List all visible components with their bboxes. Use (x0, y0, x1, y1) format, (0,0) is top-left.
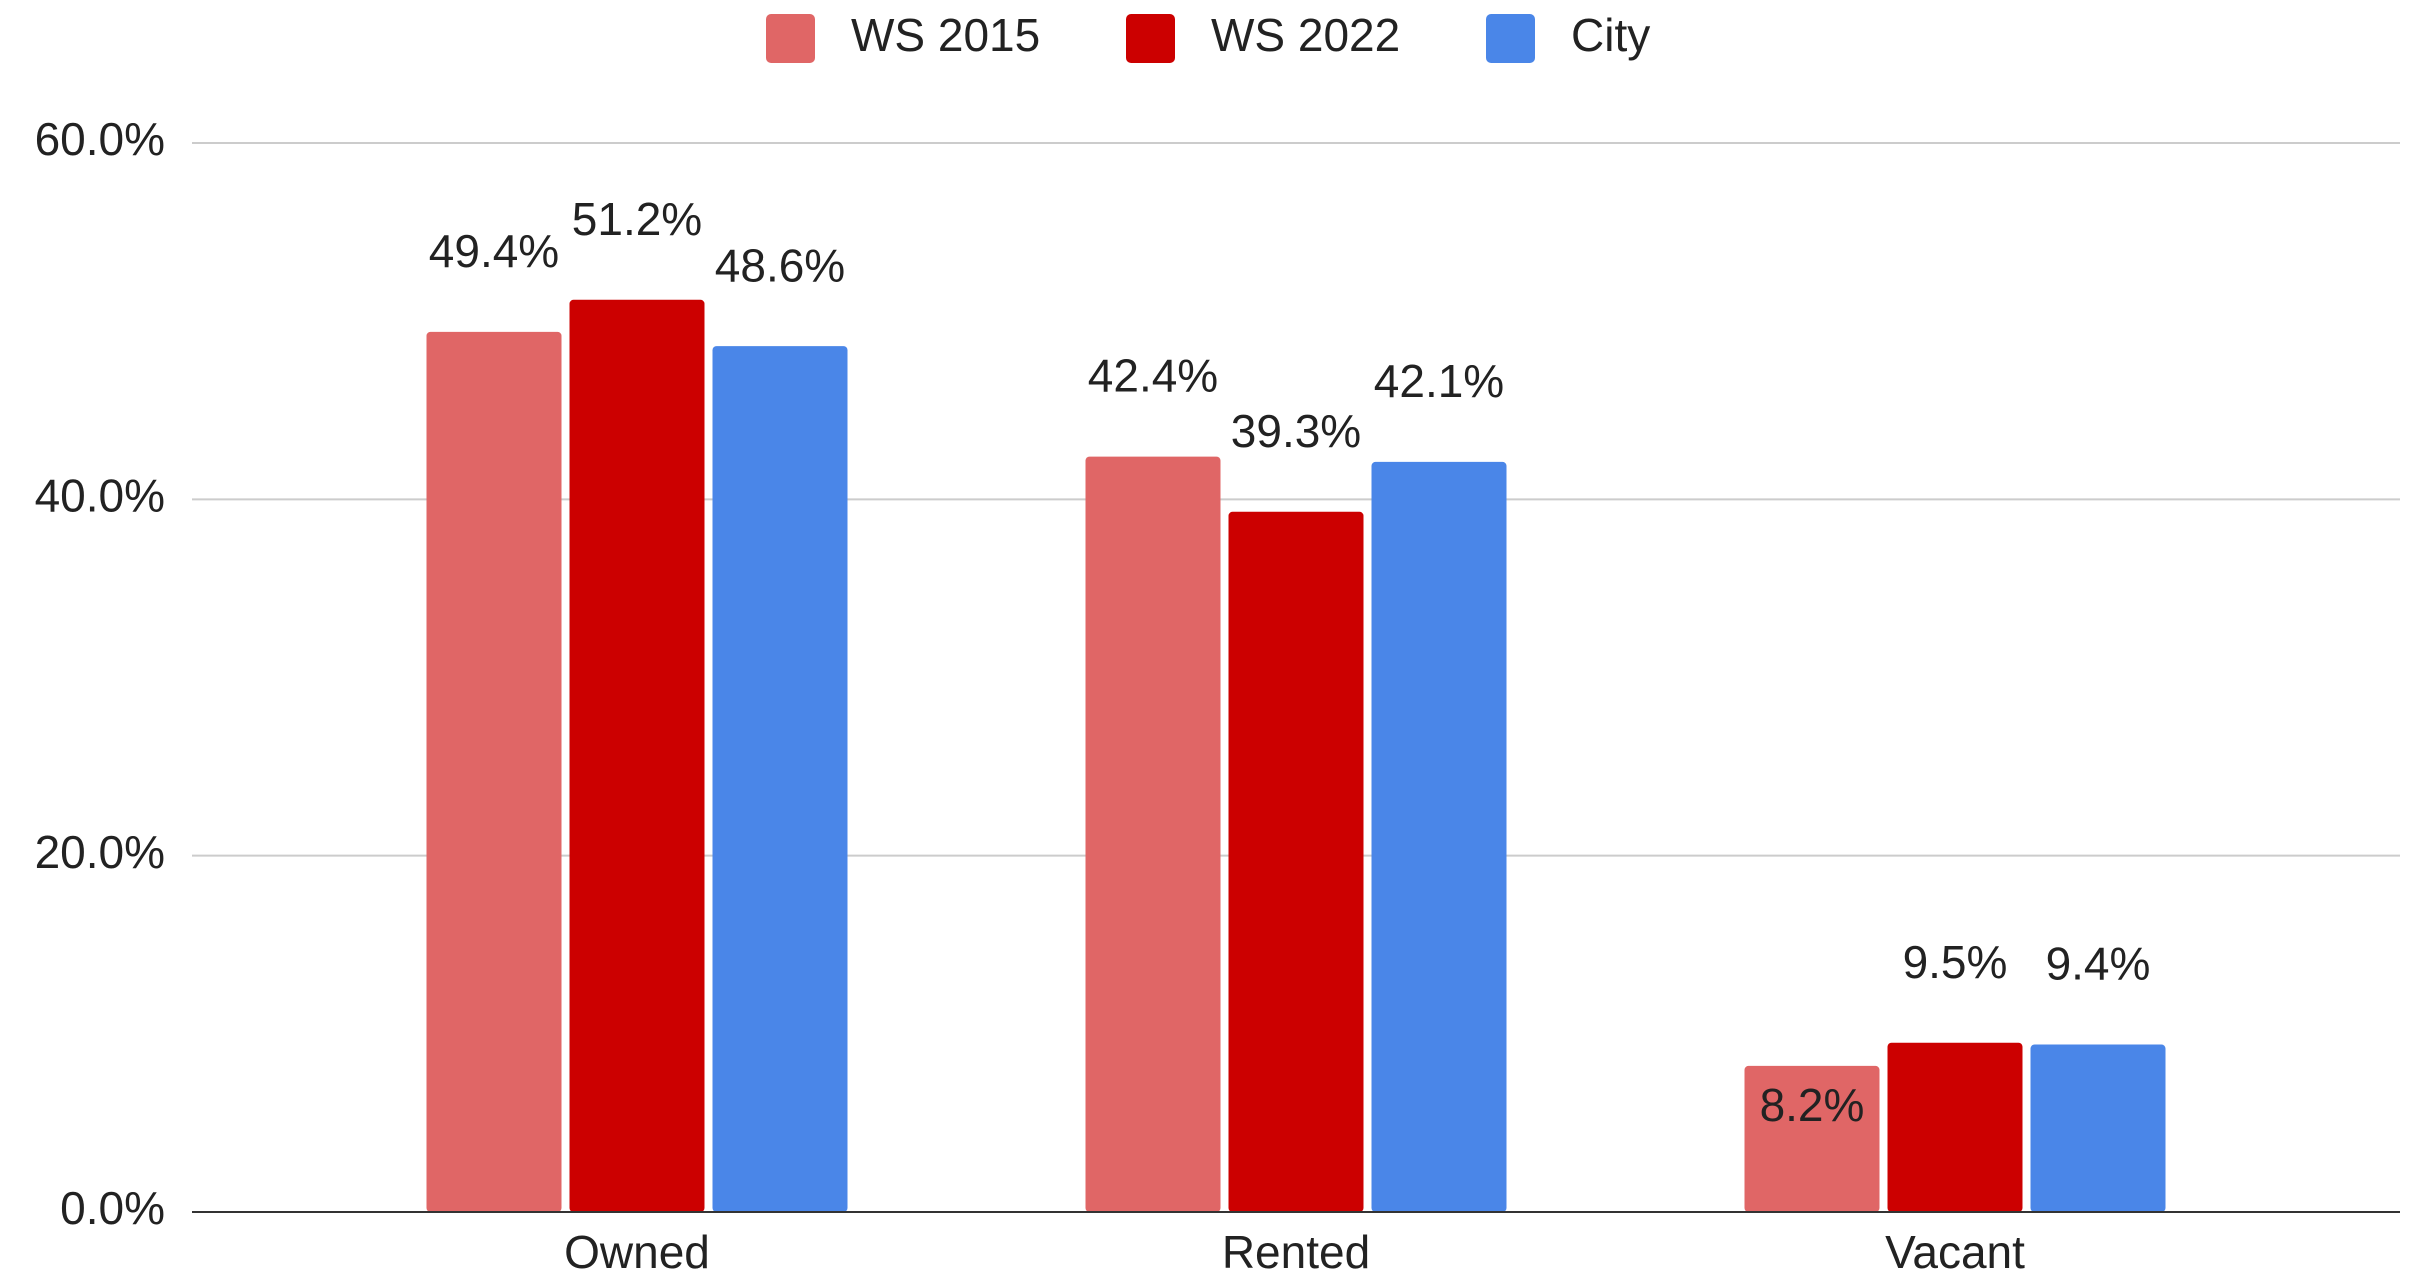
data-label: 49.4% (429, 225, 559, 277)
bar (712, 346, 848, 1212)
legend-swatch (1486, 14, 1535, 63)
bar (1085, 456, 1221, 1212)
y-tick-label: 40.0% (35, 469, 165, 521)
legend-swatch (766, 14, 815, 63)
data-label: 39.3% (1231, 405, 1361, 457)
data-label: 51.2% (572, 193, 702, 245)
bar (2030, 1044, 2166, 1212)
x-tick-label: Owned (564, 1226, 710, 1278)
data-label: 42.1% (1374, 355, 1504, 407)
data-label: 42.4% (1088, 350, 1218, 402)
data-label: 8.2% (1760, 1079, 1865, 1131)
y-tick-label: 20.0% (35, 826, 165, 878)
bar (569, 299, 705, 1213)
legend-swatch (1126, 14, 1175, 63)
legend-label: WS 2022 (1211, 9, 1400, 61)
bar (1371, 461, 1507, 1212)
y-tick-label: 60.0% (35, 113, 165, 165)
bar (426, 331, 562, 1212)
y-tick-label: 0.0% (60, 1182, 165, 1234)
data-label: 9.4% (2046, 938, 2151, 990)
bar (1744, 1065, 1880, 1212)
bar (1228, 511, 1364, 1212)
legend-label: WS 2015 (851, 9, 1040, 61)
data-label: 9.5% (1903, 936, 2008, 988)
x-tick-label: Rented (1222, 1226, 1370, 1278)
legend-label: City (1571, 9, 1650, 61)
x-tick-label: Vacant (1885, 1226, 2025, 1278)
data-label: 48.6% (715, 239, 845, 291)
bar (1887, 1042, 2023, 1212)
